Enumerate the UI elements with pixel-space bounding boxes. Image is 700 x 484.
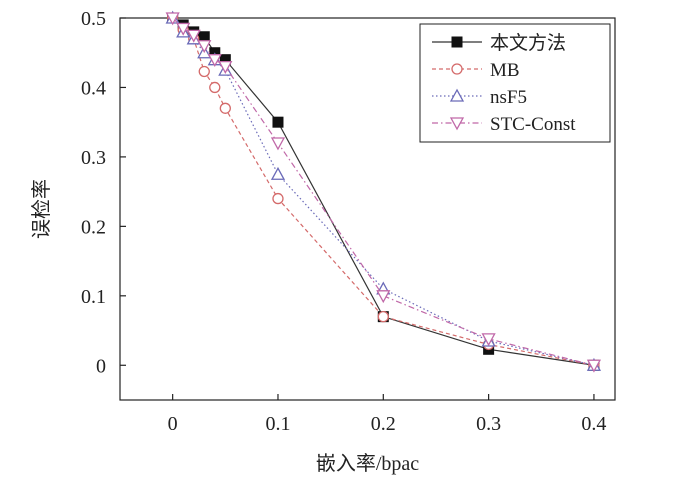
x-tick-label: 0.2: [371, 413, 396, 435]
legend-label: STC-Const: [490, 114, 576, 135]
legend-entry: STC-Const: [432, 114, 576, 135]
data-point: [207, 54, 222, 68]
data-point: [270, 137, 286, 151]
data-point: [272, 192, 284, 205]
series-layer: [165, 10, 602, 373]
legend-marker: [451, 63, 463, 75]
y-tick-label: 0.2: [81, 216, 106, 238]
data-point: [218, 60, 233, 74]
data-point: [186, 29, 201, 43]
data-point: [198, 65, 210, 78]
data-point: [176, 22, 191, 36]
x-axis-title: 嵌入率/bpac: [316, 452, 419, 475]
x-tick-label: 0.3: [476, 413, 501, 435]
legend: 本文方法 MB nsF5 STC-Const: [419, 23, 611, 143]
data-point: [272, 116, 284, 128]
data-point: [209, 81, 221, 94]
legend-label: MB: [490, 60, 520, 81]
series-line: [172, 17, 595, 366]
data-point: [165, 12, 180, 26]
y-tick-label: 0: [96, 355, 106, 377]
series-4: [165, 12, 602, 373]
legend-marker: [449, 88, 465, 102]
x-tick-label: 0.1: [265, 413, 290, 435]
legend-marker: [451, 36, 463, 48]
data-point: [270, 166, 286, 180]
legend-entry: nsF5: [432, 87, 527, 108]
data-point: [219, 102, 231, 114]
y-tick-label: 0.3: [81, 147, 106, 169]
y-tick-label: 0.1: [81, 286, 106, 308]
legend-label: nsF5: [490, 87, 527, 108]
data-point: [376, 290, 391, 304]
plot-frame: [119, 17, 616, 401]
legend-marker: [449, 117, 465, 131]
axes: 0 0.1 0.2 0.3 0.4 0 0.1 0.2 0.3 0.4 0.5: [81, 8, 616, 435]
y-axis-title: 误检率: [30, 179, 53, 239]
x-tick-label: 0: [168, 413, 178, 435]
legend-entry: 本文方法: [432, 32, 566, 54]
data-point: [197, 40, 212, 54]
y-tick-label: 0.4: [81, 77, 106, 99]
legend-label: 本文方法: [490, 32, 566, 54]
legend-entry: MB: [432, 60, 520, 81]
y-tick-label: 0.5: [81, 8, 106, 30]
data-point: [481, 333, 496, 347]
x-tick-label: 0.4: [581, 413, 606, 435]
data-point: [586, 359, 602, 373]
data-point: [377, 311, 389, 323]
